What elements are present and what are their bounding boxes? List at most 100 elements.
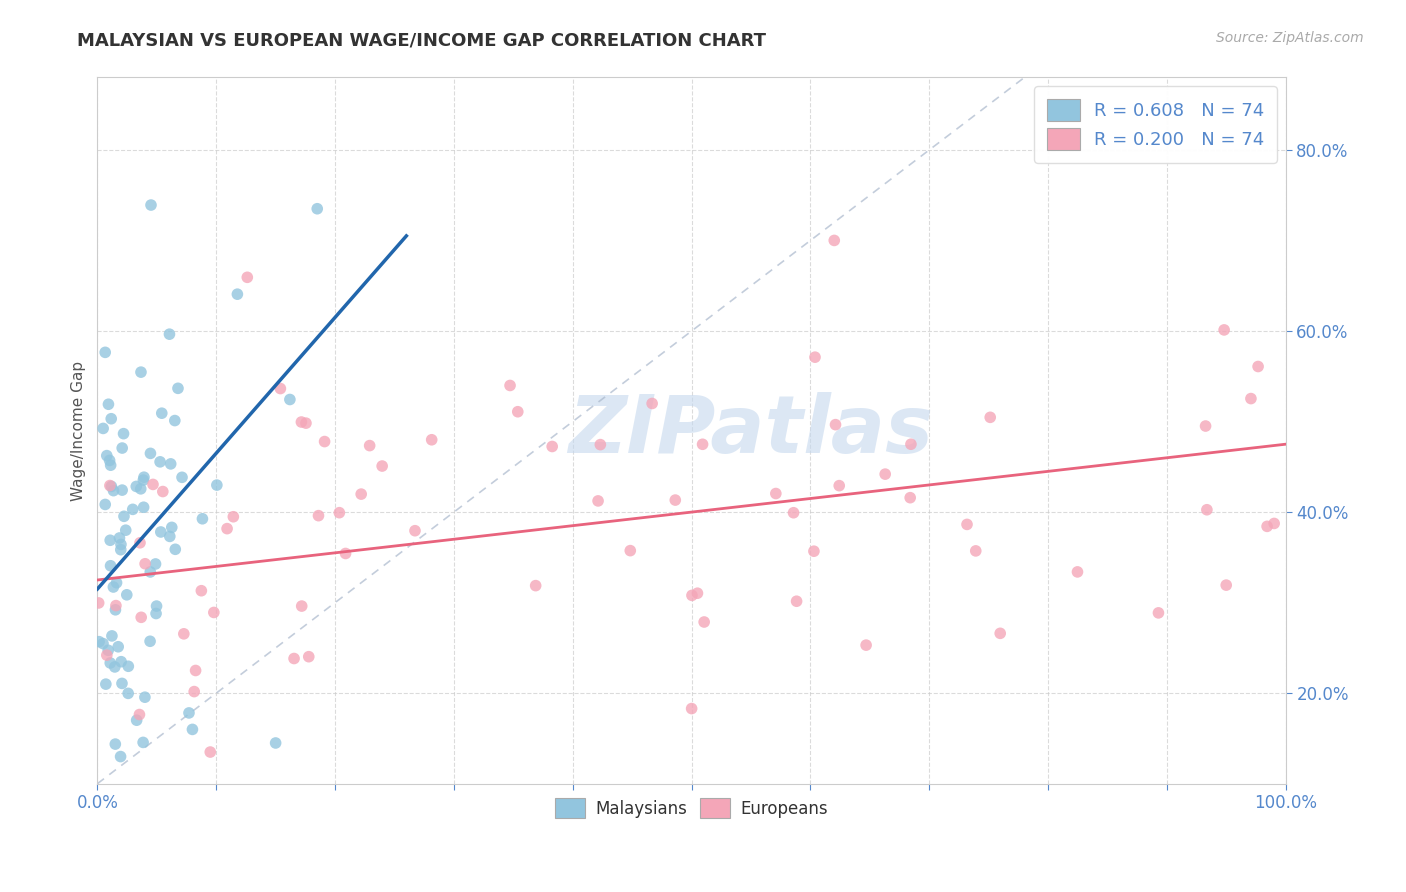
Point xyxy=(177,706,200,720)
Point xyxy=(965,544,987,558)
Point xyxy=(139,198,162,212)
Point xyxy=(586,494,609,508)
Point xyxy=(1256,519,1278,533)
Text: Source: ZipAtlas.com: Source: ZipAtlas.com xyxy=(1216,31,1364,45)
Point xyxy=(236,270,259,285)
Point xyxy=(125,713,148,727)
Point xyxy=(100,558,122,573)
Point xyxy=(183,684,205,698)
Point xyxy=(160,520,183,534)
Point xyxy=(328,506,350,520)
Point xyxy=(94,677,117,691)
Point xyxy=(1263,516,1285,531)
Point xyxy=(94,498,117,512)
Point xyxy=(1240,392,1263,406)
Point xyxy=(145,557,167,571)
Point xyxy=(96,449,118,463)
Point xyxy=(335,546,357,560)
Point xyxy=(190,583,212,598)
Point xyxy=(765,486,787,500)
Point xyxy=(875,467,897,482)
Point xyxy=(988,626,1011,640)
Point xyxy=(956,517,979,532)
Point xyxy=(1195,502,1218,516)
Point xyxy=(163,413,186,427)
Point xyxy=(100,411,122,425)
Point xyxy=(110,537,132,551)
Point xyxy=(152,484,174,499)
Point xyxy=(898,491,921,505)
Point xyxy=(226,287,249,301)
Point xyxy=(125,479,148,493)
Point xyxy=(1066,565,1088,579)
Point xyxy=(499,378,522,392)
Point xyxy=(298,649,321,664)
Point xyxy=(541,440,564,454)
Point xyxy=(108,531,131,545)
Point xyxy=(1215,578,1237,592)
Point xyxy=(283,651,305,665)
Point xyxy=(132,470,155,484)
Point xyxy=(115,588,138,602)
Point xyxy=(107,640,129,654)
Point xyxy=(149,455,172,469)
Point xyxy=(110,655,132,669)
Point xyxy=(173,627,195,641)
Point xyxy=(129,610,152,624)
Point xyxy=(692,437,714,451)
Point xyxy=(803,544,825,558)
Point xyxy=(686,586,709,600)
Point xyxy=(1147,606,1170,620)
Point xyxy=(824,417,846,432)
Point xyxy=(134,690,156,705)
Point xyxy=(205,478,228,492)
Legend: Malaysians, Europeans: Malaysians, Europeans xyxy=(548,791,835,825)
Point xyxy=(103,580,125,594)
Point xyxy=(181,723,204,737)
Point xyxy=(128,707,150,722)
Point xyxy=(97,397,120,411)
Point xyxy=(129,365,152,379)
Point xyxy=(132,735,155,749)
Point xyxy=(145,607,167,621)
Point xyxy=(91,637,114,651)
Point xyxy=(132,500,155,515)
Point xyxy=(98,533,121,548)
Point xyxy=(110,542,132,557)
Point xyxy=(269,382,291,396)
Point xyxy=(1247,359,1270,374)
Point xyxy=(290,415,312,429)
Point xyxy=(681,701,703,715)
Point xyxy=(117,686,139,700)
Point xyxy=(524,579,547,593)
Point xyxy=(1213,323,1236,337)
Point xyxy=(308,508,330,523)
Text: ZIPatlas: ZIPatlas xyxy=(568,392,934,469)
Point xyxy=(200,745,222,759)
Point xyxy=(371,458,394,473)
Point xyxy=(97,643,120,657)
Point xyxy=(217,522,239,536)
Point xyxy=(110,749,132,764)
Point xyxy=(307,202,329,216)
Point xyxy=(142,477,165,491)
Point xyxy=(506,405,529,419)
Point xyxy=(139,446,162,460)
Point xyxy=(105,575,128,590)
Point xyxy=(170,470,193,484)
Point xyxy=(98,478,121,492)
Point xyxy=(150,406,173,420)
Point xyxy=(149,524,172,539)
Point xyxy=(184,664,207,678)
Point xyxy=(129,482,152,496)
Text: MALAYSIAN VS EUROPEAN WAGE/INCOME GAP CORRELATION CHART: MALAYSIAN VS EUROPEAN WAGE/INCOME GAP CO… xyxy=(77,31,766,49)
Point xyxy=(100,458,122,473)
Point xyxy=(132,473,155,487)
Point xyxy=(404,524,426,538)
Point xyxy=(823,234,845,248)
Point xyxy=(222,509,245,524)
Point xyxy=(350,487,373,501)
Point xyxy=(855,638,877,652)
Point xyxy=(117,659,139,673)
Point xyxy=(295,416,318,430)
